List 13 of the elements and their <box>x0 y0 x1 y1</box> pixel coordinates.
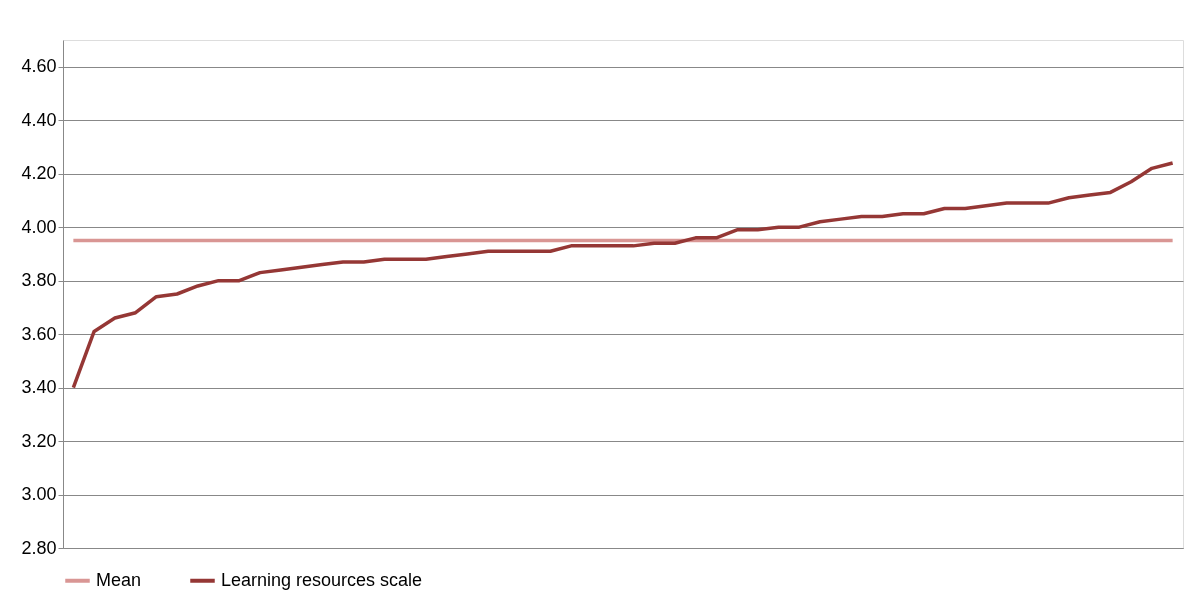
y-tick-label: 4.40 <box>21 109 57 130</box>
y-tick-label: 3.40 <box>21 377 57 398</box>
legend-label: Learning resources scale <box>221 569 423 590</box>
line-series <box>71 161 1175 390</box>
legend-label: Mean <box>96 569 142 590</box>
y-tick-label: 4.20 <box>21 163 57 184</box>
y-tick-label: 2.80 <box>21 537 57 558</box>
y-tick-label: 4.60 <box>21 56 57 77</box>
y-tick-label: 3.80 <box>21 270 57 291</box>
y-tick-label: 3.20 <box>21 430 57 451</box>
y-tick-label: 3.60 <box>21 323 57 344</box>
y-tick-label: 3.00 <box>21 484 57 505</box>
y-tick-label: 4.00 <box>21 216 57 237</box>
